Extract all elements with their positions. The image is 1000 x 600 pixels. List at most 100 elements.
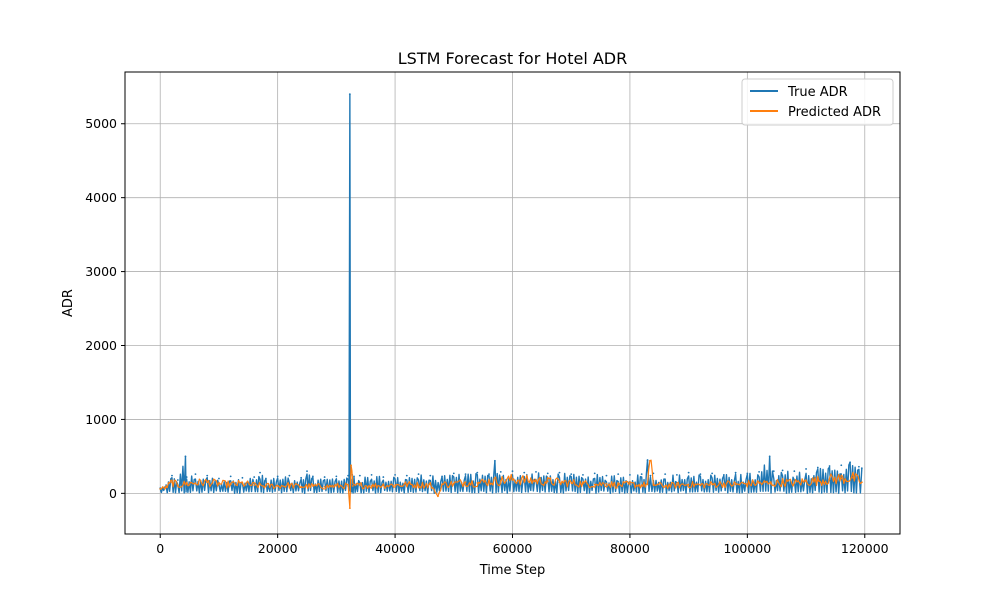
data-point — [646, 459, 649, 461]
axis-ticks: 0 20000 40000 60000 80000 100000 120000 0 1000 20… — [85, 116, 888, 556]
data-point — [664, 473, 667, 476]
data-point — [335, 475, 338, 478]
data-point — [546, 480, 549, 483]
y-axis-label: ADR — [61, 289, 76, 317]
data-point — [185, 482, 188, 485]
data-point — [159, 488, 162, 490]
data-point — [523, 471, 526, 474]
data-point — [722, 482, 725, 485]
legend-label-predicted-adr: Predicted ADR — [788, 105, 881, 120]
data-point — [523, 479, 526, 481]
data-point — [849, 461, 851, 464]
plot-series — [159, 93, 863, 510]
data-point — [675, 484, 678, 487]
data-point — [229, 483, 232, 486]
data-point — [405, 483, 408, 486]
grid-lines — [125, 72, 900, 534]
data-point — [593, 483, 596, 486]
data-point — [793, 470, 796, 473]
data-point — [171, 481, 173, 484]
data-point — [734, 483, 737, 486]
data-point — [758, 482, 760, 484]
x-tick-label: 100000 — [723, 541, 771, 556]
data-point — [464, 473, 467, 476]
data-point — [488, 473, 490, 476]
data-point — [206, 474, 209, 477]
data-point — [629, 473, 631, 476]
data-point — [772, 470, 775, 473]
data-point — [687, 483, 690, 486]
data-point — [617, 473, 620, 476]
data-point — [558, 471, 561, 474]
data-point — [417, 484, 420, 487]
x-tick-label: 0 — [156, 541, 164, 556]
data-point — [499, 471, 502, 473]
data-point — [335, 485, 338, 487]
data-point — [300, 485, 303, 488]
data-point — [805, 468, 807, 470]
data-point — [452, 482, 455, 485]
data-point — [351, 485, 354, 487]
data-point — [582, 473, 584, 476]
data-point — [265, 485, 267, 487]
data-point — [535, 471, 537, 473]
data-point — [347, 474, 350, 477]
data-point — [687, 471, 690, 474]
legend-label-true-adr: True ADR — [787, 85, 848, 100]
data-point — [793, 482, 796, 484]
y-tick-label: 3000 — [85, 264, 117, 279]
data-point — [535, 479, 537, 482]
data-point — [276, 475, 279, 478]
data-point — [394, 473, 396, 476]
data-point — [768, 455, 771, 458]
data-point — [253, 484, 256, 487]
data-point — [241, 482, 244, 485]
data-point — [194, 482, 197, 484]
data-point — [452, 472, 455, 475]
data-point — [582, 482, 584, 485]
data-point — [746, 472, 749, 475]
data-point — [288, 474, 291, 477]
data-point — [429, 483, 432, 486]
data-point — [664, 485, 667, 487]
data-point — [840, 464, 843, 467]
data-point — [805, 480, 807, 483]
data-point — [206, 481, 209, 484]
data-point — [828, 465, 831, 467]
data-point — [348, 507, 351, 510]
y-tick-label: 5000 — [85, 116, 117, 131]
series-true-adr — [159, 93, 863, 495]
data-point — [558, 481, 561, 484]
data-point — [858, 465, 860, 468]
data-point — [646, 483, 649, 486]
data-point — [699, 473, 702, 476]
data-point — [437, 495, 439, 498]
data-point — [488, 480, 490, 483]
data-point — [511, 478, 514, 481]
data-point — [828, 478, 831, 481]
data-point — [476, 471, 479, 474]
series-predicted-adr — [159, 459, 863, 510]
data-point — [711, 472, 714, 475]
series-line — [160, 459, 863, 509]
data-point — [311, 475, 314, 478]
data-point — [218, 477, 220, 480]
data-point — [722, 473, 725, 476]
data-point — [476, 482, 479, 484]
y-tick-label: 1000 — [85, 412, 117, 427]
data-point — [353, 475, 355, 478]
data-point — [493, 459, 496, 462]
data-point — [311, 485, 314, 487]
data-point — [840, 477, 843, 480]
data-point — [265, 477, 267, 480]
data-point — [185, 476, 188, 478]
data-point — [734, 471, 737, 474]
data-point — [382, 484, 385, 487]
data-point — [711, 483, 714, 486]
data-point — [652, 483, 655, 486]
x-tick-label: 60000 — [493, 541, 533, 556]
data-point — [570, 482, 573, 484]
data-point — [176, 479, 179, 481]
